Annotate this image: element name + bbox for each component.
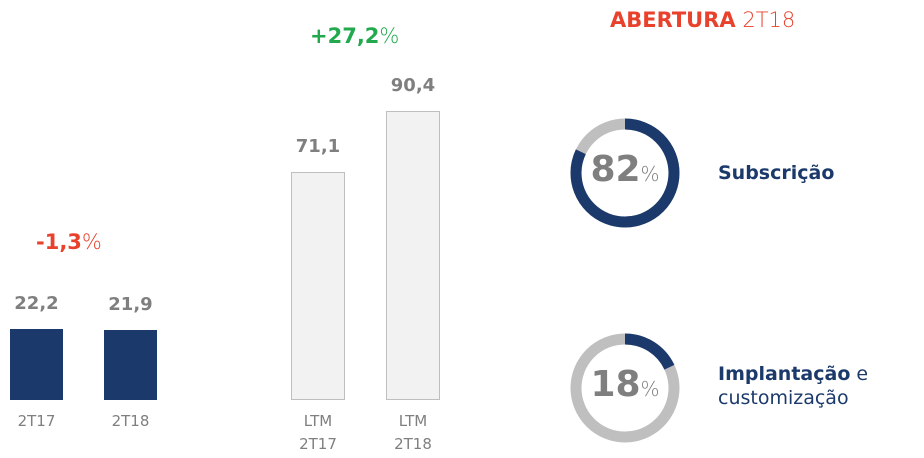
annotation: +27,2%: [310, 24, 399, 48]
bar: [104, 329, 157, 400]
text-strong: Subscrição: [718, 162, 835, 184]
category-label: 2T18: [111, 412, 150, 430]
category-label: Subscrição: [718, 161, 918, 185]
text-strong: ABERTURA: [610, 8, 736, 32]
text-strong: Implantação: [718, 363, 851, 385]
text-light: 2T18: [735, 8, 796, 32]
category-label: Implantação e customização: [718, 362, 918, 410]
category-label: LTM 2T17: [299, 412, 337, 453]
title: ABERTURA 2T18: [610, 8, 795, 32]
bar: [386, 110, 440, 400]
donut: [570, 118, 680, 228]
donut-value: 18%: [565, 364, 685, 405]
text-strong: 82: [590, 149, 641, 190]
text-light: %: [81, 230, 102, 254]
bar: [10, 328, 63, 400]
donut-arc: [570, 333, 680, 443]
text-strong: 18: [590, 364, 641, 405]
value-label: 71,1: [295, 136, 341, 158]
text-strong: -1,3: [36, 230, 82, 254]
value-label: 22,2: [14, 292, 59, 314]
bar: [291, 172, 345, 400]
text-light: %: [640, 377, 660, 401]
donut-value: 82%: [565, 149, 685, 190]
annotation: -1,3%: [36, 230, 102, 254]
donut: [570, 333, 680, 443]
category-label: 2T17: [17, 412, 56, 430]
donut-arc: [570, 118, 680, 228]
text-light: %: [379, 24, 400, 48]
value-label: 90,4: [390, 74, 436, 96]
category-label: LTM 2T18: [394, 412, 432, 453]
text-light: e customização: [718, 363, 869, 409]
text-light: %: [640, 162, 660, 186]
text-strong: +27,2: [310, 24, 380, 48]
value-label: 21,9: [108, 293, 153, 315]
